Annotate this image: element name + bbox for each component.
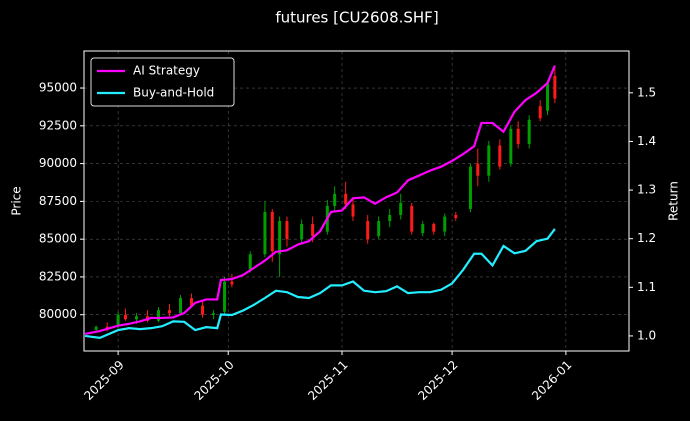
- y2-tick-label: 1.2: [637, 231, 656, 245]
- candle-body: [553, 75, 557, 99]
- x-tick-label: 2025-12: [415, 358, 460, 403]
- candle-body: [168, 310, 172, 314]
- plot-frame: [83, 50, 630, 352]
- chart-title: futures [CU2608.SHF]: [275, 9, 438, 27]
- candle-body: [468, 166, 472, 209]
- candle-body: [263, 211, 267, 255]
- y-tick-label: 82500: [39, 269, 77, 283]
- y-axis-label: Price: [10, 186, 24, 215]
- candle-body: [516, 128, 520, 144]
- y2-tick-label: 1.1: [637, 280, 656, 294]
- y-tick-label: 95000: [39, 81, 77, 95]
- candle-body: [344, 193, 348, 205]
- legend-label: Buy-and-Hold: [133, 86, 214, 100]
- candle-body: [311, 224, 315, 237]
- y-tick-label: 85000: [39, 232, 77, 246]
- candle-body: [116, 314, 120, 326]
- line-series: [84, 65, 556, 336]
- candle-body: [399, 202, 403, 215]
- candle-body: [509, 128, 513, 164]
- y2-axis-label: Return: [667, 181, 681, 221]
- candle-body: [105, 326, 109, 329]
- candle-body: [377, 221, 381, 237]
- legend-box: [90, 57, 235, 107]
- candle-body: [285, 221, 289, 240]
- candle-body: [454, 214, 458, 219]
- candle-body: [388, 214, 392, 222]
- y-tick-label: 87500: [39, 194, 77, 208]
- candle-body: [351, 204, 355, 217]
- candle-body: [546, 83, 550, 111]
- candle-body: [432, 224, 436, 232]
- candle-body: [333, 193, 337, 206]
- candle-body: [443, 216, 447, 232]
- y-tick-label: 90000: [39, 156, 77, 170]
- candle-body: [230, 281, 234, 285]
- candle-body: [179, 298, 183, 314]
- candle-body: [476, 163, 480, 176]
- line-series: [84, 228, 556, 340]
- candle-body: [201, 305, 205, 315]
- x-tick-label: 2025-09: [81, 358, 126, 403]
- candle-body: [123, 314, 127, 320]
- y2-tick-label: 1.3: [637, 183, 656, 197]
- x-tick-label: 2025-10: [191, 358, 236, 403]
- candle-body: [498, 145, 502, 167]
- candle-body: [248, 254, 252, 270]
- candle-body: [538, 106, 542, 119]
- x-tick-label: 2026-01: [529, 358, 574, 403]
- candle-body: [487, 145, 491, 176]
- y2-tick-label: 1.5: [637, 85, 656, 99]
- candle-body: [212, 313, 216, 315]
- y-tick-label: 80000: [39, 307, 77, 321]
- candle-body: [527, 119, 531, 144]
- candle-body: [366, 221, 370, 240]
- y-tick-label: 92500: [39, 118, 77, 132]
- candle-body: [410, 205, 414, 232]
- x-tick-label: 2025-11: [305, 358, 350, 403]
- candle-body: [190, 298, 194, 306]
- candle-body: [421, 224, 425, 234]
- candle-body: [270, 211, 274, 252]
- candle-body: [134, 316, 138, 320]
- y2-tick-label: 1.4: [637, 134, 656, 148]
- candle-body: [157, 310, 161, 321]
- y2-tick-label: 1.0: [637, 328, 656, 342]
- candle-body: [94, 326, 98, 330]
- candle-body: [278, 221, 282, 255]
- candle-body: [300, 224, 304, 240]
- candle-body: [223, 281, 227, 312]
- legend-label: AI Strategy: [133, 64, 200, 78]
